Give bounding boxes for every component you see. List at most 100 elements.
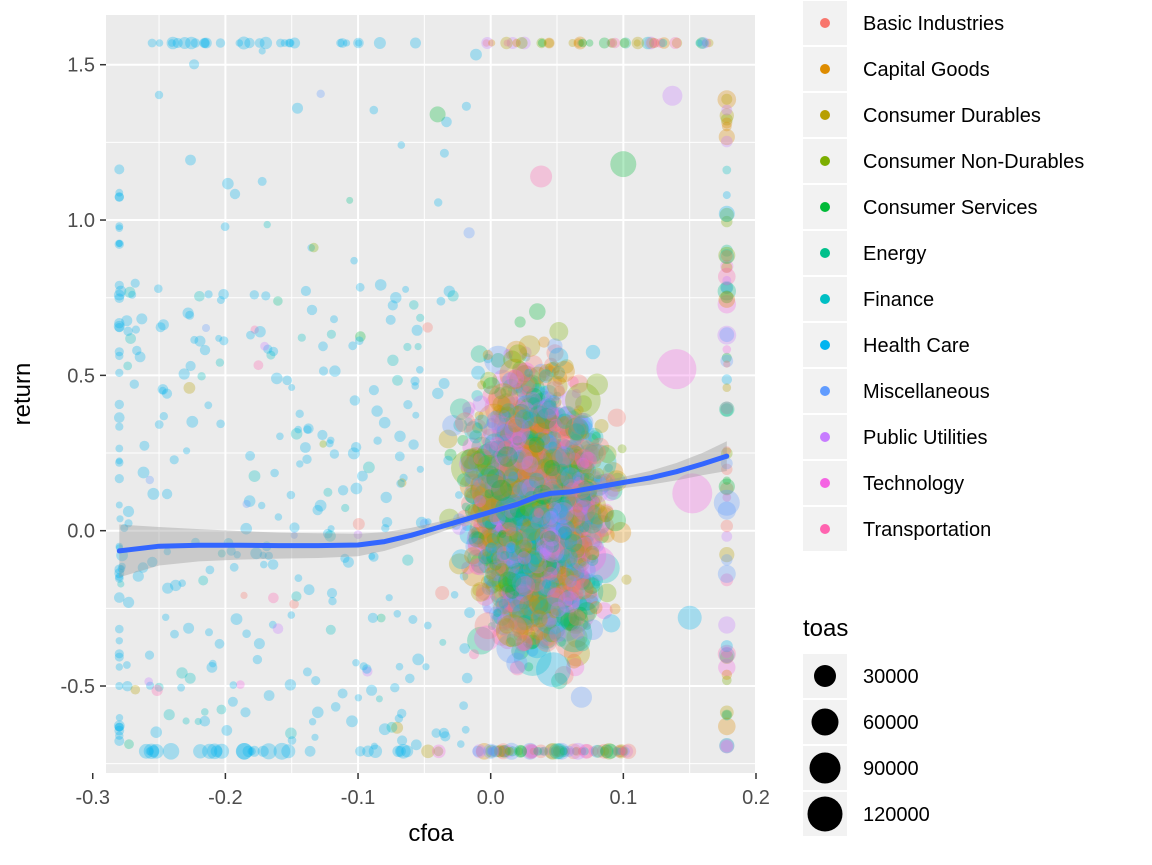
data-point (357, 470, 368, 482)
data-point (518, 545, 535, 561)
data-point (509, 549, 546, 585)
data-point (557, 502, 574, 519)
data-point (517, 589, 550, 621)
data-point (544, 534, 566, 556)
data-point (154, 284, 163, 294)
data-point (547, 541, 568, 562)
data-point (189, 59, 200, 70)
data-point (542, 532, 563, 553)
data-point (572, 540, 584, 553)
data-point (497, 446, 518, 467)
data-point (518, 432, 533, 447)
data-point (527, 500, 560, 534)
data-point (508, 462, 541, 495)
data-point (535, 528, 553, 546)
data-point (500, 36, 513, 50)
data-point (137, 562, 149, 573)
data-point (539, 746, 549, 756)
data-point (113, 720, 125, 732)
data-point (552, 531, 565, 544)
data-point (214, 743, 230, 759)
data-point (507, 385, 518, 396)
data-point (570, 528, 584, 543)
data-point (508, 344, 528, 364)
data-point (114, 293, 125, 304)
data-point (526, 531, 546, 551)
data-point (263, 344, 273, 354)
data-point (559, 470, 579, 490)
data-point (542, 540, 565, 563)
data-point (510, 461, 534, 485)
data-point (522, 631, 541, 650)
data-point (337, 38, 348, 48)
data-point (576, 459, 594, 477)
data-point (552, 495, 563, 506)
data-point (544, 357, 558, 372)
data-point (565, 439, 578, 453)
data-point (519, 346, 532, 359)
data-point (651, 38, 661, 48)
data-point (557, 520, 574, 538)
data-point (318, 366, 329, 376)
data-point (541, 461, 562, 481)
data-point (545, 462, 568, 484)
data-point (470, 475, 489, 494)
data-point (114, 592, 125, 603)
data-point (498, 556, 508, 566)
data-point (577, 576, 585, 584)
data-point (555, 508, 566, 518)
data-point (528, 393, 542, 408)
data-point (557, 556, 570, 569)
data-point (568, 423, 585, 441)
data-point (114, 736, 125, 746)
data-point (574, 412, 594, 432)
data-point (527, 498, 542, 514)
data-point (566, 492, 583, 509)
data-point (485, 542, 497, 554)
data-point (506, 544, 523, 561)
data-point (530, 440, 552, 462)
data-point (545, 512, 565, 533)
data-point (114, 564, 125, 575)
data-point (512, 38, 521, 48)
data-point (505, 340, 527, 363)
data-point (573, 606, 588, 621)
data-point (522, 385, 532, 396)
data-point (504, 414, 519, 428)
x-tick-label: 0.2 (742, 787, 770, 809)
data-point (472, 584, 485, 597)
data-point (461, 494, 481, 514)
data-point (433, 746, 444, 757)
data-point (514, 544, 526, 556)
data-point (209, 659, 217, 668)
data-point (511, 484, 523, 497)
data-point (494, 455, 515, 476)
data-point (547, 465, 559, 477)
data-point (565, 495, 577, 507)
data-point (513, 557, 524, 568)
data-point (396, 479, 405, 488)
data-point (326, 588, 338, 599)
data-point (515, 747, 524, 756)
data-point (583, 541, 593, 551)
data-point (561, 501, 575, 516)
data-point (516, 472, 531, 487)
data-point (560, 570, 578, 587)
data-point (543, 586, 564, 607)
data-point (497, 531, 512, 546)
data-point (316, 89, 325, 99)
data-point (591, 495, 600, 504)
data-point (286, 490, 296, 500)
data-point (542, 435, 552, 444)
data-point (534, 519, 555, 540)
data-point (502, 451, 523, 473)
data-point (461, 725, 470, 734)
data-point (581, 551, 593, 563)
data-point (548, 558, 568, 578)
data-point (538, 475, 556, 493)
data-point (563, 597, 573, 606)
data-point (513, 449, 527, 463)
data-point (507, 538, 522, 552)
data-point (434, 198, 443, 207)
data-point (522, 411, 532, 420)
